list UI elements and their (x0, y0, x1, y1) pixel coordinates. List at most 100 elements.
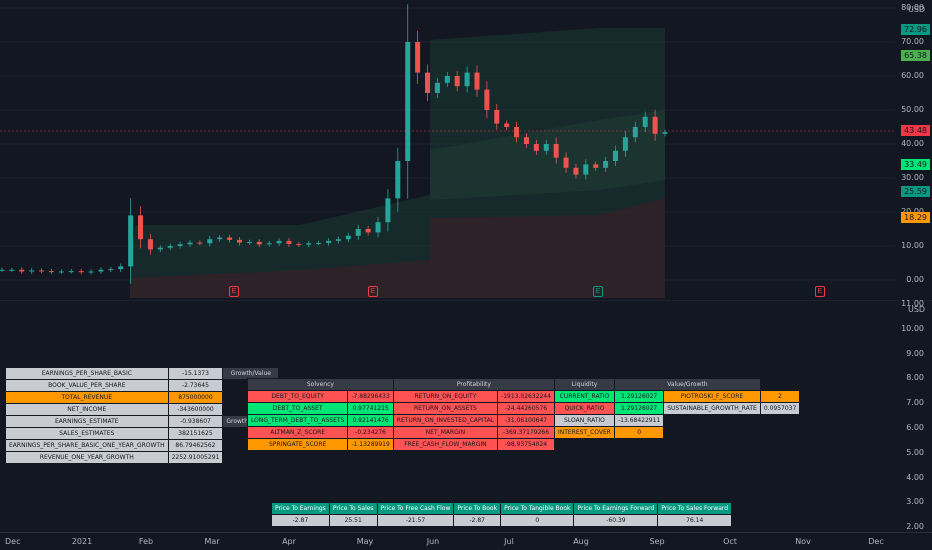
candle (316, 242, 322, 244)
candle (78, 271, 84, 273)
candle (662, 132, 668, 134)
candle (444, 76, 450, 83)
ratio-cell (664, 427, 761, 439)
candle (573, 167, 579, 175)
candle (266, 243, 272, 245)
ratio-cell: 1.29126027 (613, 390, 665, 403)
candle (167, 246, 173, 248)
x-tick: Oct (723, 537, 737, 546)
earnings-marker[interactable]: E (593, 286, 603, 297)
metric-label: REVENUE_ONE_YEAR_GROWTH (5, 451, 169, 464)
ratio-cell: RETURN_ON_INVESTED_CAPITAL (392, 414, 499, 427)
candle (276, 240, 282, 244)
ratio-cell: -369.37179266 (497, 426, 555, 439)
y-tick-bottom: 9.00 (906, 348, 924, 358)
y-tick-bottom: 5.00 (906, 447, 924, 457)
ratio-cell: -98.93754024 (497, 438, 555, 451)
table-row: EARNINGS_ESTIMATE-0.938607Growth/Forecas… (5, 415, 280, 428)
y-tick-top: 10.00 (901, 241, 924, 250)
y-tick-bottom: 2.00 (906, 522, 924, 532)
earnings-marker[interactable]: E (815, 286, 825, 297)
candle (236, 239, 242, 243)
candle (177, 244, 183, 246)
metric-value: 86.79462562 (167, 439, 224, 452)
candle (0, 269, 5, 271)
candle (197, 242, 203, 244)
metric-label: EARNINGS_PER_SHARE_BASIC_ONE_YEAR_GROWTH (5, 439, 169, 452)
price-tag: 65.38 (901, 50, 930, 61)
candle (464, 72, 470, 87)
ratio-cell: QUICK_RATIO (553, 402, 615, 415)
valuation-value: -21.57 (376, 514, 455, 527)
price-tag: 33.49 (901, 159, 930, 170)
metric-label: TOTAL_REVENUE (5, 391, 169, 404)
valuation-header: Price To Tangible Book (500, 502, 575, 515)
candle (652, 116, 658, 134)
metric-value: 2252.91005291 (167, 451, 224, 464)
metric-label: EARNINGS_ESTIMATE (5, 415, 169, 428)
candle (217, 237, 223, 240)
ratio-cell (664, 415, 761, 427)
y-tick-top: 60.00 (901, 71, 924, 80)
section-tag (223, 452, 279, 464)
ratio-cell: -1.13289919 (347, 438, 394, 451)
candle (603, 161, 609, 168)
candle (395, 161, 401, 199)
x-tick: Jun (426, 537, 440, 546)
price-tag: 25.59 (901, 186, 930, 197)
ratio-cell: -0.234276 (347, 426, 394, 439)
candle (326, 240, 332, 243)
metric-label: NET_INCOME (5, 403, 169, 416)
candle (345, 235, 351, 240)
metric-value: -15.1373 (167, 367, 224, 380)
ratio-cell (760, 427, 799, 439)
valuation-header: Price To Sales Forward (657, 502, 733, 515)
column-header: Value/Growth (613, 378, 761, 391)
ratio-cell: 0 (613, 426, 665, 439)
valuation-header: Price To Earnings Forward (573, 502, 659, 515)
table-row: SPRINGATE_SCORE -1.13289919 FREE_CASH_FLOW… (246, 438, 800, 451)
x-tick: Apr (282, 537, 296, 546)
ratio-cell: NET_MARGIN (392, 426, 499, 439)
valuation-header: Price To Earnings (271, 502, 330, 515)
y-tick-bottom: 11.00 (901, 299, 924, 308)
candle (405, 42, 411, 161)
y-tick-top: 0.00 (906, 275, 924, 284)
table-row: ALTMAN_Z_SCORE -0.234276 NET_MARGIN -369.37… (246, 426, 800, 439)
valuation-value: -2.87 (453, 514, 502, 527)
column-header: Solvency (247, 378, 394, 391)
candle (365, 229, 371, 233)
candle (227, 237, 233, 240)
candle (88, 271, 94, 273)
axis-currency-top: USD (908, 5, 925, 14)
x-tick: Feb (138, 537, 154, 546)
x-tick: Mar (204, 537, 220, 546)
candle (335, 239, 341, 241)
candle (375, 222, 381, 233)
ratio-cell: RETURN_ON_ASSETS (392, 402, 499, 415)
x-tick: Nov (795, 537, 811, 546)
price-tag: 18.29 (901, 212, 930, 223)
candle (484, 89, 490, 110)
candle (118, 266, 124, 270)
y-tick-bottom: 7.00 (906, 398, 924, 408)
earnings-marker[interactable]: E (229, 286, 239, 297)
valuation-value: 76.14 (657, 514, 733, 527)
y-tick-top: 30.00 (901, 173, 924, 182)
metric-value: 382151625 (167, 427, 224, 440)
ratio-cell: 0.92141476 (347, 414, 394, 427)
candle (306, 243, 312, 245)
ratio-cell: ALTMAN_Z_SCORE (246, 426, 349, 439)
y-tick-bottom: 3.00 (906, 497, 924, 507)
valuation-value: -2.87 (271, 514, 330, 527)
x-tick: Jul (504, 537, 514, 546)
candle (632, 127, 638, 138)
candle (583, 164, 589, 175)
candle (642, 116, 648, 127)
candle (454, 76, 460, 87)
price-chart[interactable]: USD (0, 0, 932, 300)
earnings-marker[interactable]: E (368, 286, 378, 297)
mid-band-area (430, 110, 665, 200)
y-tick-top: 70.00 (901, 37, 924, 46)
candle (246, 241, 252, 243)
